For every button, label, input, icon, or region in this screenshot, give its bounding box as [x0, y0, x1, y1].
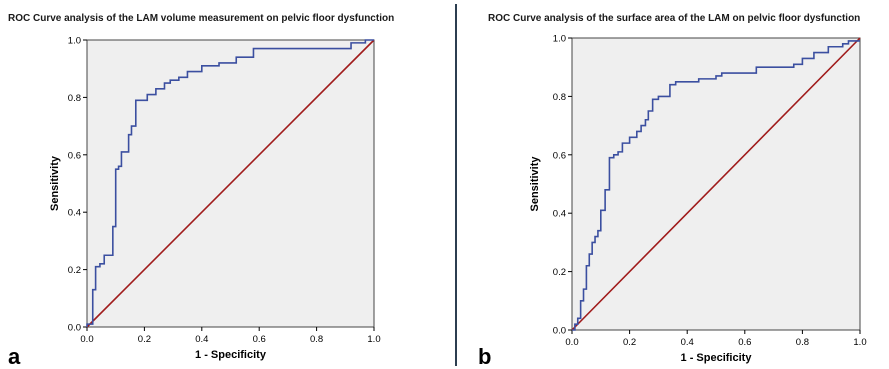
y-tick-label: 1.0: [68, 36, 81, 47]
roc-curve-line: [572, 40, 860, 331]
y-tick-label: 0.8: [553, 92, 566, 103]
y-tick-label: 1.0: [553, 34, 566, 45]
x-tick-label: 0.6: [253, 334, 266, 345]
y-tick-label: 0.6: [68, 150, 81, 161]
x-tick-label: 0.4: [195, 334, 208, 345]
panel-label: a: [8, 344, 21, 369]
x-tick-label: 0.0: [565, 337, 578, 348]
x-tick-label: 0.8: [796, 337, 809, 348]
chart-title: ROC Curve analysis of the surface area o…: [488, 13, 860, 24]
reference-line: [571, 37, 861, 331]
x-tick-label: 0.4: [681, 337, 694, 348]
x-tick-label: 0.8: [310, 334, 323, 345]
y-axis-label: Sensitivity: [49, 155, 61, 211]
x-tick-label: 0.0: [80, 334, 93, 345]
x-tick-label: 0.2: [623, 337, 636, 348]
y-tick-label: 0.8: [68, 93, 81, 104]
y-tick-label: 0.0: [553, 326, 566, 337]
y-tick-label: 0.6: [553, 150, 566, 161]
y-tick-label: 0.4: [68, 208, 81, 219]
y-tick-label: 0.2: [553, 267, 566, 278]
x-tick-label: 0.6: [738, 337, 751, 348]
x-tick-label: 1.0: [853, 337, 866, 348]
y-tick-label: 0.0: [68, 323, 81, 334]
chart-title: ROC Curve analysis of the LAM volume mea…: [8, 13, 394, 24]
x-axis-label: 1 - Specificity: [681, 352, 753, 364]
x-axis-label: 1 - Specificity: [195, 349, 267, 361]
x-tick-label: 0.2: [138, 334, 151, 345]
y-tick-label: 0.2: [68, 265, 81, 276]
panel-label: b: [478, 344, 491, 369]
reference-line: [86, 39, 375, 328]
roc-curve-line: [86, 39, 374, 327]
y-axis-label: Sensitivity: [529, 156, 541, 212]
y-tick-label: 0.4: [553, 209, 566, 220]
x-tick-label: 1.0: [367, 334, 380, 345]
